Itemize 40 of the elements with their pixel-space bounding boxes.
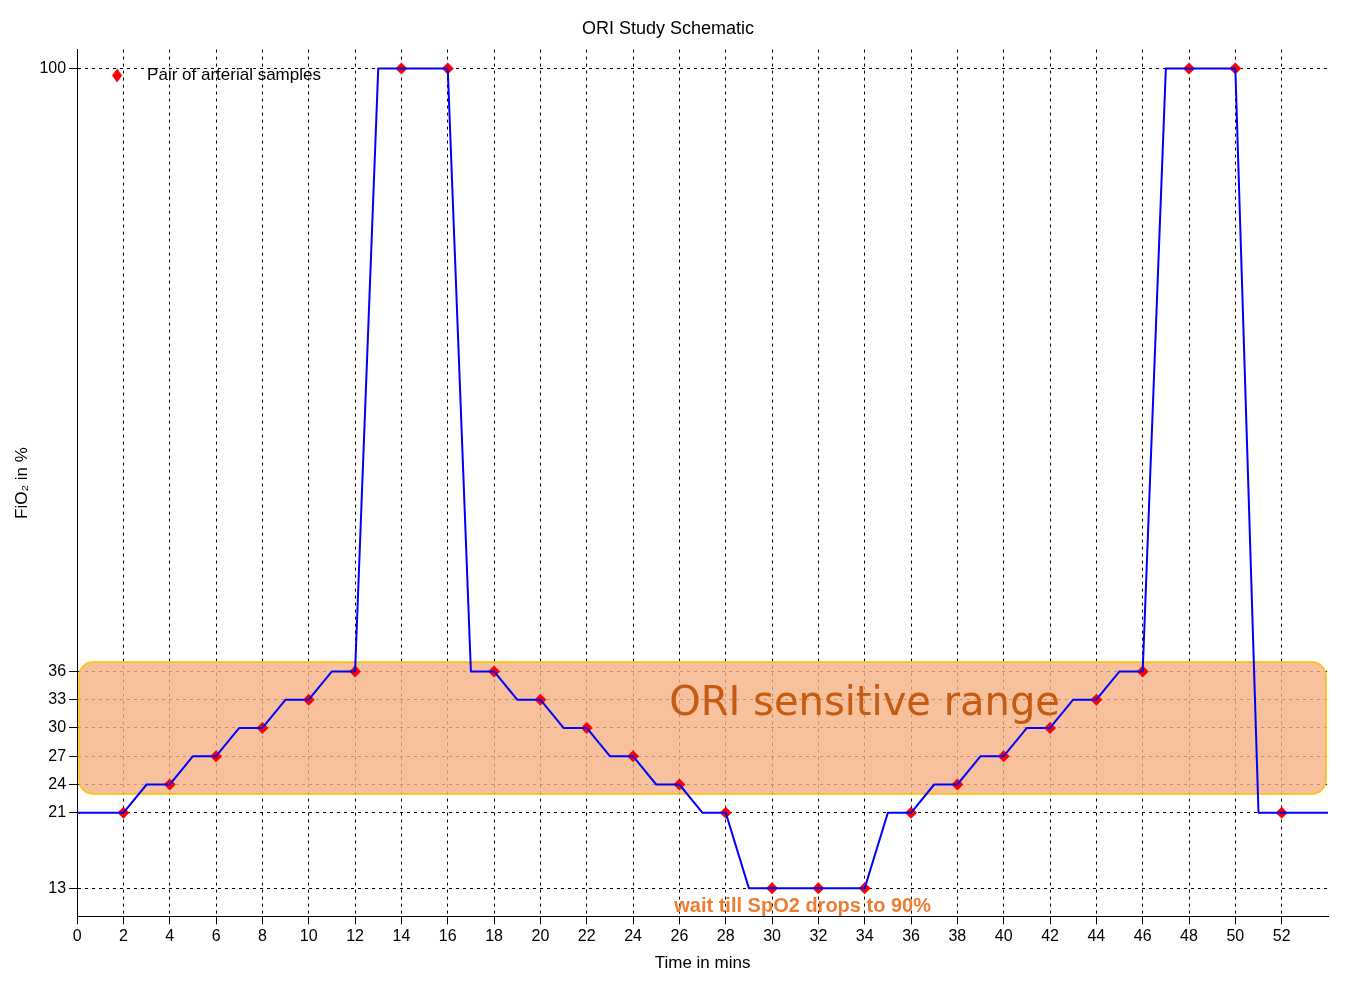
x-tick-label: 40 [994, 927, 1013, 945]
x-tick-label: 46 [1133, 927, 1152, 945]
x-tick-label: 0 [72, 927, 82, 945]
x-tick-label: 44 [1087, 927, 1106, 945]
x-tick-label: 12 [346, 927, 365, 945]
x-tick-label: 26 [670, 927, 689, 945]
x-axis-title: Time in mins [654, 953, 751, 973]
x-tick-label: 20 [531, 927, 550, 945]
y-tick-label: 13 [48, 878, 67, 896]
y-tick-label: 27 [48, 746, 67, 764]
x-tick-label: 32 [809, 927, 828, 945]
x-tick-label: 16 [438, 927, 457, 945]
x-tick-label: 18 [485, 927, 504, 945]
x-tick-label: 14 [392, 927, 411, 945]
chart-title: ORI Study Schematic [581, 17, 755, 38]
x-tick-label: 8 [257, 927, 267, 945]
y-tick-label: 33 [48, 690, 67, 708]
y-tick-label: 36 [48, 661, 67, 679]
x-tick-label: 2 [118, 927, 128, 945]
x-tick-label: 38 [948, 927, 967, 945]
x-tick-label: 10 [299, 927, 318, 945]
y-tick-label: 21 [48, 803, 67, 821]
x-tick-label: 50 [1226, 927, 1245, 945]
y-tick-label: 100 [39, 58, 67, 76]
x-tick-label: 4 [165, 927, 175, 945]
x-tick-label: 30 [763, 927, 782, 945]
x-tick-label: 28 [716, 927, 735, 945]
band-label: ORI sensitive range [669, 677, 1060, 724]
annotation: wait till SpO2 drops to 90% [673, 893, 932, 916]
x-tick-label: 34 [855, 927, 874, 945]
x-tick-label: 42 [1041, 927, 1060, 945]
x-tick-label: 52 [1272, 927, 1291, 945]
y-tick-label: 30 [48, 718, 67, 736]
y-axis-title: FiO₂ in % [11, 447, 31, 519]
y-tick-label: 24 [48, 774, 67, 792]
x-tick-label: 6 [211, 927, 221, 945]
x-tick-label: 24 [624, 927, 643, 945]
x-tick-label: 36 [902, 927, 921, 945]
x-tick-label: 48 [1180, 927, 1199, 945]
x-tick-label: 22 [577, 927, 596, 945]
